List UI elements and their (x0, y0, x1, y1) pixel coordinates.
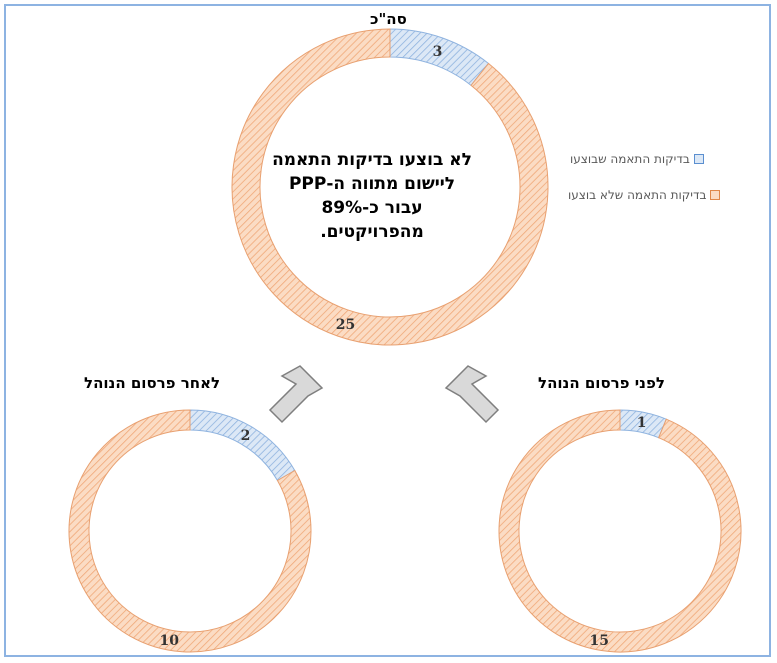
center-annotation: לא בוצעו בדיקות התאמה ליישום מתווה ה-PPP… (272, 150, 472, 242)
donut-after-slice-done (189, 409, 296, 482)
legend-item-done: בדיקות התאמה שבוצעו (570, 152, 704, 166)
donut-total-slice-notdone (231, 28, 549, 346)
legend-label-done: בדיקות התאמה שבוצעו (570, 152, 690, 166)
chart-title-total: סה"כ (370, 10, 407, 28)
chart-title-before: לפני פרסום הנוהל (538, 374, 665, 392)
legend-item-notdone: בדיקות התאמה שלא בוצעו (568, 188, 721, 202)
chart-title-after: לאחר פרסום הנוהל (84, 374, 221, 392)
donut-after-label-done: 2 (241, 428, 251, 444)
donut-total-label-done: 3 (433, 44, 443, 60)
donut-before-label-notdone: 15 (589, 633, 608, 649)
donut-after-label-notdone: 10 (159, 633, 179, 649)
donut-total-label-notdone: 25 (336, 317, 355, 333)
donut-before-slice-notdone (498, 409, 742, 653)
legend-label-notdone: בדיקות התאמה שלא בוצעו (568, 188, 707, 202)
donut-after-slice-notdone (68, 409, 312, 653)
legend-swatch-notdone (710, 190, 721, 200)
legend-swatch-done (693, 154, 704, 164)
arrow-down-left-icon (268, 365, 324, 424)
donut-before-label-done: 1 (637, 415, 647, 431)
arrow-down-right-icon (444, 365, 500, 424)
